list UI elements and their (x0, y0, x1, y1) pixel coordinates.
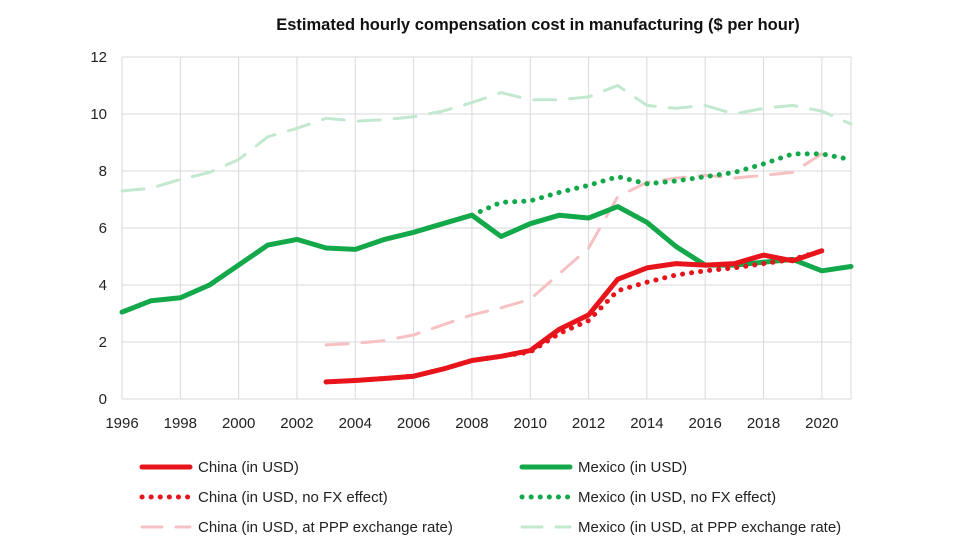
legend-item: Mexico (in USD, no FX effect) (519, 489, 776, 506)
x-tick-label: 2000 (222, 415, 255, 432)
x-tick-label: 2010 (514, 415, 547, 432)
series-line-china-in-usd-no-fx-effect (323, 248, 825, 385)
x-tick-label: 1996 (105, 415, 138, 432)
legend-label: China (in USD, at PPP exchange rate) (198, 519, 453, 536)
x-tick-label: 2006 (397, 415, 430, 432)
y-tick-label: 6 (99, 220, 107, 237)
series-line-china-in-usd (323, 248, 825, 385)
legend-label: Mexico (in USD) (578, 459, 687, 476)
legend-label: China (in USD, no FX effect) (198, 489, 388, 506)
series-line-china-in-usd-at-ppp-exchange-rate (324, 152, 824, 347)
legend-label: Mexico (in USD, at PPP exchange rate) (578, 519, 841, 536)
y-tick-label: 2 (99, 334, 107, 351)
legend-item: China (in USD, at PPP exchange rate) (140, 519, 453, 536)
x-tick-label: 2016 (689, 415, 722, 432)
series-line-mexico-in-usd-at-ppp-exchange-rate (120, 84, 853, 193)
y-tick-label: 10 (90, 106, 107, 123)
x-tick-label: 2018 (747, 415, 780, 432)
legend-label: Mexico (in USD, no FX effect) (578, 489, 776, 506)
legend-item: Mexico (in USD) (519, 459, 687, 476)
x-tick-label: 2014 (630, 415, 663, 432)
legend-item: China (in USD) (139, 459, 299, 476)
x-tick-label: 2008 (455, 415, 488, 432)
chart-title: Estimated hourly compensation cost in ma… (276, 16, 799, 34)
legend-item: Mexico (in USD, at PPP exchange rate) (520, 519, 841, 536)
x-tick-label: 1998 (164, 415, 197, 432)
x-tick-label: 2012 (572, 415, 605, 432)
legend-label: China (in USD) (198, 459, 299, 476)
y-tick-label: 0 (99, 391, 107, 408)
legend: China (in USD) Mexico (in USD) China (in U… (139, 459, 841, 536)
axes: 1996 1998 2000 2002 2004 2006 2008 2010 2012 2014… (90, 49, 838, 432)
x-tick-label: 2020 (805, 415, 838, 432)
plot-area (119, 84, 854, 385)
y-tick-label: 12 (90, 49, 107, 66)
x-tick-label: 2004 (339, 415, 372, 432)
legend-item: China (in USD, no FX effect) (139, 489, 388, 506)
series-line-mexico-in-usd-no-fx-effect (469, 151, 854, 218)
y-tick-label: 8 (99, 163, 107, 180)
x-tick-label: 2002 (280, 415, 313, 432)
y-tick-label: 4 (99, 277, 107, 294)
